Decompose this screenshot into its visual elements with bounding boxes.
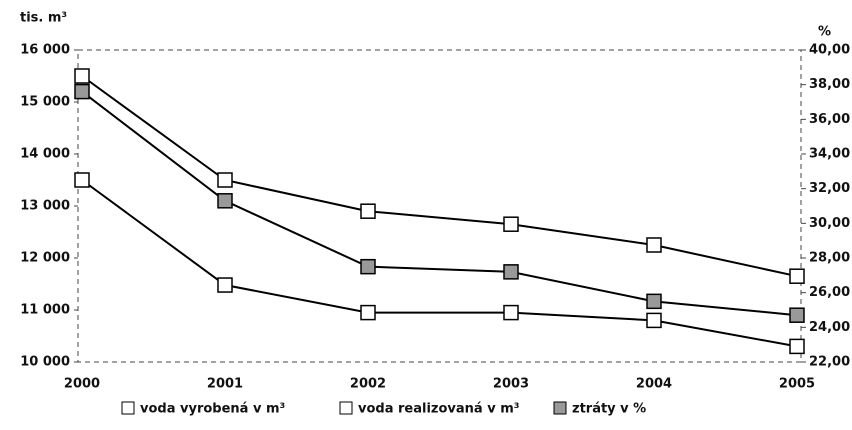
point-marker	[789, 307, 805, 323]
x-tick-label: 2002	[350, 377, 386, 392]
point-marker	[74, 68, 90, 84]
series-line	[81, 75, 798, 278]
point-marker	[217, 277, 233, 293]
y2-tick-label: 24,00	[809, 320, 850, 335]
point-marker	[503, 216, 519, 232]
point-marker	[217, 172, 233, 188]
y2-tick-label: 36,00	[809, 112, 850, 127]
legend-swatch	[339, 401, 353, 415]
point-marker	[503, 304, 519, 321]
point-marker	[360, 203, 376, 219]
y-tick-label: 11 000	[20, 303, 70, 318]
y2-tick-label: 22,00	[809, 355, 850, 370]
x-tick-label: 2004	[636, 377, 672, 392]
point-marker	[217, 193, 233, 209]
point-marker	[789, 338, 805, 355]
point-marker	[503, 264, 519, 280]
y-axis-label: tis. m³	[20, 11, 67, 26]
y-tick-label: 14 000	[20, 147, 70, 162]
legend-label: voda vyrobená v m³	[140, 402, 285, 417]
legend-label: voda realizovaná v m³	[358, 402, 519, 417]
legend-swatch	[553, 401, 567, 415]
plot-frame	[77, 49, 802, 363]
series-line	[81, 90, 798, 317]
y-tick-label: 12 000	[20, 251, 70, 266]
y-tick-label: 15 000	[20, 95, 70, 110]
y2-axis-label: %	[818, 25, 831, 40]
point-marker	[74, 83, 90, 100]
y2-tick-label: 38,00	[809, 77, 850, 92]
x-tick-label: 2000	[64, 377, 100, 392]
x-tick-label: 2003	[493, 377, 529, 392]
y-tick-label: 16 000	[20, 43, 70, 58]
point-marker	[646, 237, 662, 253]
y2-tick-label: 30,00	[809, 216, 850, 231]
y2-tick-label: 26,00	[809, 285, 850, 300]
legend-label: ztráty v %	[572, 402, 646, 417]
y2-tick-label: 28,00	[809, 251, 850, 266]
legend-swatch	[121, 401, 135, 415]
point-marker	[360, 258, 376, 275]
series-line	[81, 179, 798, 348]
y2-tick-label: 32,00	[809, 181, 850, 196]
point-marker	[646, 312, 662, 329]
x-tick-label: 2005	[779, 377, 815, 392]
x-tick-label: 2001	[207, 377, 243, 392]
point-marker	[360, 304, 376, 321]
y-tick-label: 10 000	[20, 355, 70, 370]
point-marker	[646, 293, 662, 310]
point-marker	[74, 172, 90, 188]
y2-tick-label: 40,00	[809, 43, 850, 58]
y2-tick-label: 34,00	[809, 147, 850, 162]
y-tick-label: 13 000	[20, 199, 70, 214]
point-marker	[789, 268, 805, 284]
